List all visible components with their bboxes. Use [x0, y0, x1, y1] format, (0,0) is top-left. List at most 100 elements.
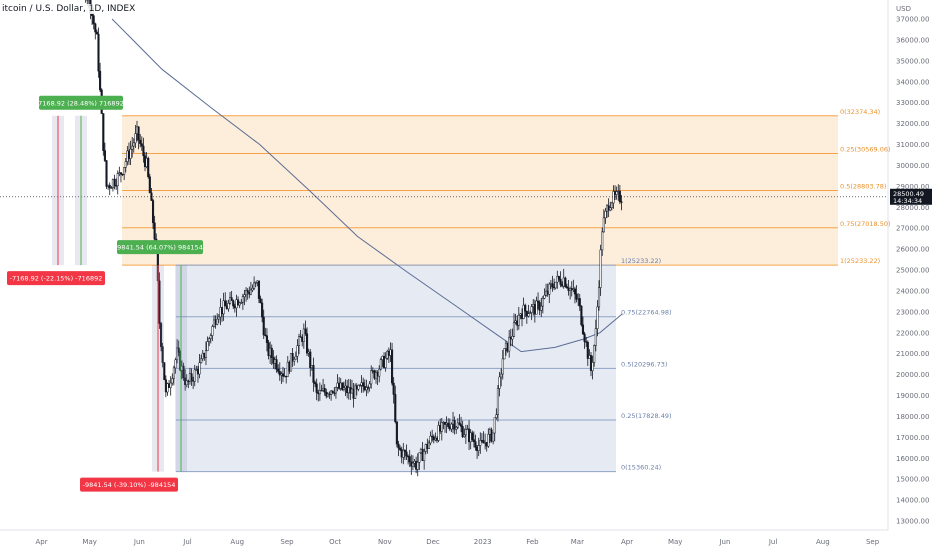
fib-orange-label: 0.5(28803.78) [840, 182, 886, 190]
x-tick-label: May [82, 538, 96, 546]
candle-body [334, 387, 337, 394]
measure-label-bg [80, 477, 178, 492]
candle-body [294, 355, 297, 360]
candle-body [416, 461, 419, 470]
candle-body [548, 283, 551, 295]
y-tick-label: 17000.00 [896, 434, 929, 442]
candle-body [161, 346, 164, 363]
candle-body [517, 315, 520, 326]
y-tick-label: 22000.00 [896, 329, 929, 337]
fib-orange-label: 0(32374.34) [840, 108, 880, 116]
candle-body [97, 33, 100, 72]
candle-body [354, 385, 357, 399]
fib-blue-label: 0.5(20296.73) [621, 360, 667, 368]
candle-body [522, 304, 525, 319]
candle-body [583, 333, 586, 342]
candle-body [108, 184, 111, 188]
candle-body [498, 376, 501, 389]
y-tick-label: 15000.00 [896, 476, 929, 484]
candle-body [323, 387, 326, 393]
candle-body [261, 302, 264, 318]
candle-body [496, 388, 499, 415]
candle-body [116, 173, 119, 186]
measure-label: 9841.54 (64.07%) 984154 [117, 244, 203, 252]
candle-body [500, 373, 503, 378]
candle-body [596, 306, 599, 329]
candle-body [601, 231, 604, 251]
candle-body [397, 443, 400, 449]
candle-body [240, 302, 243, 304]
candle-body [331, 390, 334, 393]
candle-body [586, 341, 589, 359]
x-tick-label: Jun [718, 538, 730, 546]
candle-body [609, 207, 612, 211]
candle-body [309, 351, 312, 369]
x-tick-label: Sep [866, 538, 880, 546]
candle-body [365, 387, 368, 391]
measure-label-bg [7, 271, 105, 286]
y-tick-label: 37000.00 [896, 16, 929, 24]
y-tick-label: 36000.00 [896, 36, 929, 44]
x-tick-label: 2023 [474, 538, 492, 546]
candle-body [304, 328, 307, 334]
y-tick-label: 31000.00 [896, 141, 929, 149]
y-tick-label: 29000.00 [896, 183, 929, 191]
candle-body [281, 373, 285, 377]
currency-label: USD [896, 5, 911, 13]
candle-body [427, 442, 431, 449]
candle-body [524, 304, 527, 312]
candle-body [411, 462, 414, 467]
candle-body [535, 300, 538, 315]
candle-body [182, 365, 185, 379]
candle-body [599, 249, 602, 288]
candle-body [464, 429, 467, 436]
candle-body [132, 142, 135, 147]
candle-body [405, 451, 408, 457]
symbol-header[interactable]: itcoin / U.S. Dollar, 1D, INDEX [0, 4, 138, 14]
candle-body [99, 70, 102, 91]
candle-body [134, 133, 137, 144]
candle-body [358, 385, 362, 387]
candle-body [222, 300, 225, 315]
candle-body [208, 338, 211, 342]
y-tick-label: 34000.00 [896, 78, 929, 86]
candle-body [578, 298, 581, 307]
candle-body [541, 297, 544, 307]
candle-body [565, 286, 568, 289]
y-tick-label: 35000.00 [896, 57, 929, 65]
candle-body [147, 157, 150, 178]
fib-blue-label: 1(25233.22) [621, 257, 661, 265]
candle-body [158, 280, 161, 324]
candle-body [458, 422, 461, 425]
y-tick-label: 13000.00 [896, 518, 929, 526]
candle-body [142, 145, 145, 157]
candle-body [403, 450, 406, 453]
candle-body [593, 345, 596, 363]
candle-body [618, 190, 621, 202]
candle-body [440, 422, 443, 432]
candle-body [493, 417, 496, 434]
candle-body [503, 348, 506, 360]
candle-body [209, 335, 212, 339]
candle-body [391, 349, 394, 384]
measure-label: -7168.92 (-22.15%) -716892 [10, 275, 103, 283]
candle-body [602, 217, 605, 233]
candle-body [357, 385, 360, 390]
candle-body [399, 447, 402, 450]
candle-body [131, 145, 134, 150]
candle-body [477, 445, 480, 451]
candle-body [463, 434, 466, 437]
candle-body [198, 362, 201, 375]
x-tick-label: Nov [378, 538, 392, 546]
candle-body [123, 167, 126, 175]
candle-body [238, 302, 241, 306]
candle-body [302, 328, 305, 342]
candle-body [460, 424, 463, 427]
candle-body [151, 200, 155, 224]
y-tick-label: 24000.00 [896, 287, 929, 295]
candle-body [543, 295, 546, 299]
candle-body [620, 201, 623, 203]
candle-body [105, 160, 108, 187]
